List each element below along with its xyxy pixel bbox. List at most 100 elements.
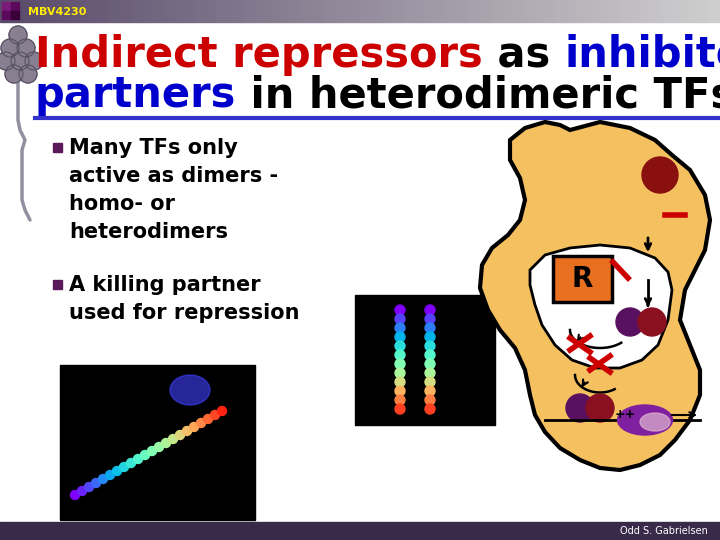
Circle shape (395, 368, 405, 378)
Text: MBV4230: MBV4230 (28, 7, 86, 17)
Bar (554, 0, 562, 22)
Bar (245, 0, 252, 22)
Circle shape (189, 422, 199, 431)
Bar (22, 0, 29, 22)
Circle shape (566, 394, 594, 422)
Circle shape (425, 305, 435, 315)
Bar (605, 0, 612, 22)
Bar (331, 0, 338, 22)
Bar (374, 0, 382, 22)
Circle shape (425, 404, 435, 414)
Circle shape (425, 368, 435, 378)
Bar (346, 0, 353, 22)
Circle shape (140, 450, 150, 460)
Circle shape (17, 39, 35, 57)
Bar (130, 0, 137, 22)
Bar (209, 0, 216, 22)
Bar (173, 0, 180, 22)
Bar (166, 0, 173, 22)
Circle shape (395, 323, 405, 333)
Bar (0, 522, 720, 540)
Bar (403, 0, 410, 22)
Bar (94, 0, 101, 22)
Bar (60, 365, 255, 520)
Bar (706, 0, 713, 22)
Text: Many TFs only: Many TFs only (69, 138, 238, 158)
Bar (295, 0, 302, 22)
Text: inhibitory: inhibitory (564, 34, 720, 76)
Circle shape (182, 427, 192, 435)
Bar (619, 0, 626, 22)
Bar (511, 0, 518, 22)
Text: used for repression: used for repression (69, 303, 300, 323)
Circle shape (91, 478, 101, 488)
Circle shape (616, 308, 644, 336)
Bar (461, 0, 468, 22)
Ellipse shape (618, 405, 672, 435)
Bar (360, 0, 367, 22)
Text: R: R (571, 265, 593, 293)
Bar (547, 0, 554, 22)
Bar (108, 0, 115, 22)
Bar (475, 0, 482, 22)
Bar (684, 0, 691, 22)
Bar (29, 0, 36, 22)
Bar (439, 0, 446, 22)
Text: active as dimers -: active as dimers - (69, 166, 278, 186)
Bar (137, 0, 144, 22)
Circle shape (148, 447, 156, 456)
Bar (425, 0, 432, 22)
Bar (288, 0, 295, 22)
Text: Indirect repressors: Indirect repressors (35, 34, 482, 76)
Bar (410, 0, 418, 22)
Text: homo- or: homo- or (69, 194, 175, 214)
Circle shape (106, 470, 114, 480)
Circle shape (78, 487, 86, 496)
Bar (43, 0, 50, 22)
Bar (355, 295, 495, 425)
Bar (2, 2, 10, 10)
Bar (634, 0, 641, 22)
Circle shape (425, 350, 435, 360)
Bar (11, 11, 19, 19)
Bar (223, 0, 230, 22)
Bar (698, 0, 706, 22)
Circle shape (425, 332, 435, 342)
Bar (202, 0, 209, 22)
Bar (662, 0, 670, 22)
Circle shape (217, 407, 227, 415)
Circle shape (395, 386, 405, 396)
FancyBboxPatch shape (553, 256, 612, 302)
Circle shape (1, 39, 19, 57)
Circle shape (127, 458, 135, 468)
Circle shape (425, 314, 435, 324)
Bar (302, 0, 310, 22)
Bar (151, 0, 158, 22)
Bar (14, 0, 22, 22)
Bar (454, 0, 461, 22)
Bar (11, 2, 19, 10)
Circle shape (425, 359, 435, 369)
Circle shape (99, 475, 107, 483)
Text: heterodimers: heterodimers (69, 222, 228, 242)
Bar (382, 0, 389, 22)
Bar (53, 143, 62, 152)
Bar (490, 0, 497, 22)
Bar (569, 0, 576, 22)
Bar (497, 0, 504, 22)
Bar (194, 0, 202, 22)
Circle shape (133, 455, 143, 463)
Bar (612, 0, 619, 22)
Circle shape (19, 65, 37, 83)
Bar (53, 280, 62, 289)
Bar (446, 0, 454, 22)
Bar (144, 0, 151, 22)
Bar (526, 0, 533, 22)
Bar (504, 0, 511, 22)
Bar (338, 0, 346, 22)
Circle shape (112, 467, 122, 476)
Circle shape (395, 350, 405, 360)
Bar (389, 0, 396, 22)
Bar (101, 0, 108, 22)
Circle shape (425, 377, 435, 387)
